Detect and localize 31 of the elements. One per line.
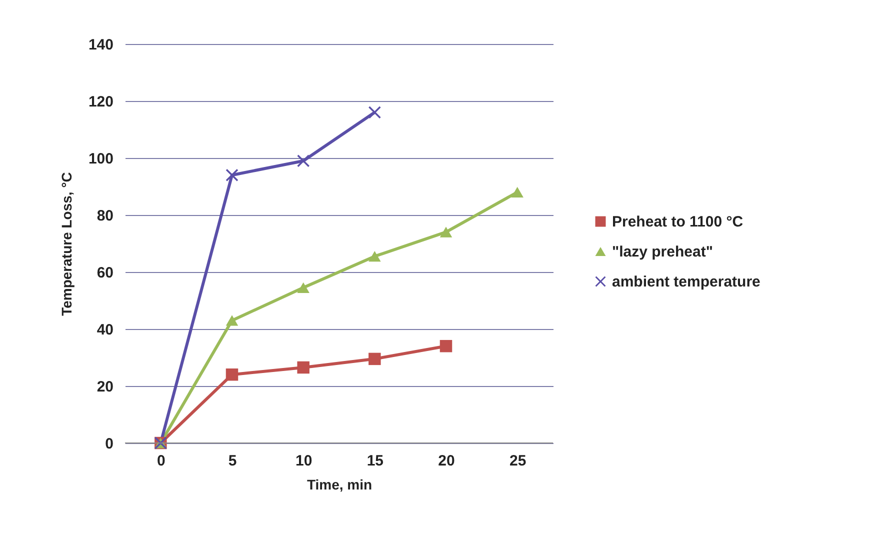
legend-label: Preheat to 1100 °C: [612, 214, 744, 230]
y-tick-label: 40: [96, 322, 114, 338]
point: [226, 315, 238, 326]
point: [511, 186, 524, 198]
legend-label: "lazy preheat": [612, 244, 713, 260]
legend-label: ambient temperature: [612, 274, 760, 290]
x-tick-label: 15: [366, 452, 384, 470]
x-tick-label: 20: [438, 452, 455, 470]
y-tick-label: 80: [96, 208, 114, 224]
point: [226, 368, 238, 381]
x-tick-label: 0: [156, 452, 166, 470]
x-tick-label: 25: [509, 452, 526, 470]
point: [297, 154, 310, 167]
y-tick-label: 60: [96, 264, 114, 282]
point: [297, 282, 310, 293]
point: [440, 340, 452, 352]
x-tick-label: 10: [295, 452, 312, 470]
point: [226, 168, 238, 182]
y-tick-label: 100: [88, 150, 114, 168]
y-tick-label: 20: [96, 378, 114, 396]
y-axis-title: Temperature Loss, °C: [58, 172, 74, 316]
x-tick-label: 5: [228, 452, 237, 470]
point: [368, 251, 381, 262]
y-tick-label: 0: [105, 436, 114, 452]
point: [297, 361, 310, 374]
point: [440, 226, 452, 238]
x-axis-title: Time, min: [306, 476, 372, 492]
point: [368, 106, 381, 119]
y-tick-label: 140: [88, 36, 114, 54]
point: [368, 352, 381, 366]
y-tick-label: 120: [88, 94, 114, 110]
